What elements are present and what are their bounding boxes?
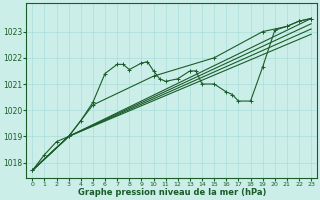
X-axis label: Graphe pression niveau de la mer (hPa): Graphe pression niveau de la mer (hPa)	[77, 188, 266, 197]
